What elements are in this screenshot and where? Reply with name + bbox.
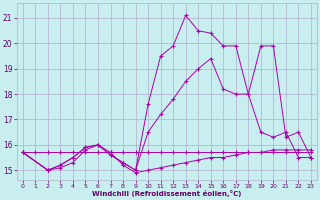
X-axis label: Windchill (Refroidissement éolien,°C): Windchill (Refroidissement éolien,°C) — [92, 190, 242, 197]
